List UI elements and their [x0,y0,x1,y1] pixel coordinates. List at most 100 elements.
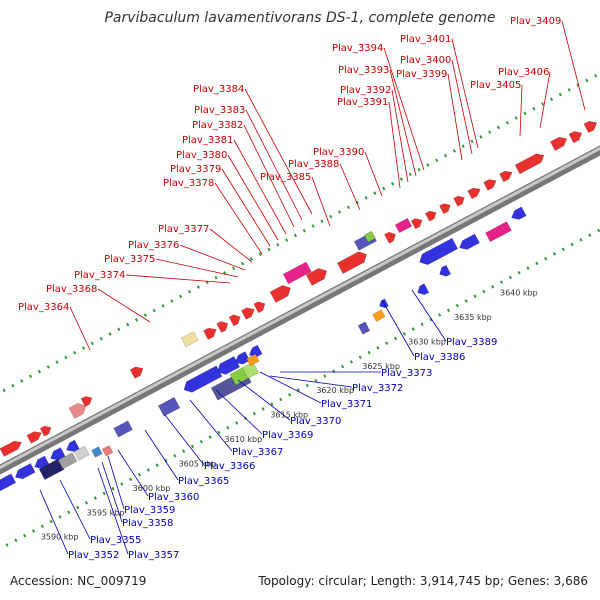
gene-label-forward: Plav_3394 [332,43,383,54]
reverse-leader-10 [237,379,291,421]
gene-label-forward: Plav_3393 [338,65,389,76]
gene-feature-27 [514,153,545,175]
gene-label-reverse: Plav_3370 [290,416,341,427]
gene-feature-5 [129,366,144,379]
forward-leader-11 [245,109,303,221]
gene-feature-57 [357,321,371,335]
gene-label-forward: Plav_3380 [176,150,227,161]
gene-feature-15 [336,251,367,274]
forward-leader-13 [311,176,331,227]
reverse-leader-9 [215,389,263,435]
gene-feature-22 [439,203,451,215]
reverse-leader-5 [117,449,149,497]
gene-label-reverse: Plav_3366 [204,461,255,472]
scale-label: 3590 kbp [41,533,79,542]
scale-label: 3635 kbp [454,313,492,322]
gene-feature-31 [0,473,17,494]
forward-scale-track [0,71,600,395]
reverse-leader-11 [259,371,322,404]
gene-feature-37 [57,452,78,470]
gene-label-forward: Plav_3384 [193,84,244,95]
reverse-leader-0 [39,489,69,555]
gene-label-reverse: Plav_3358 [122,518,173,529]
scale-label: 3620 kbp [316,386,354,395]
gene-label-forward: Plav_3374 [74,270,125,281]
gene-feature-52 [459,233,480,250]
gene-label-forward: Plav_3368 [46,284,97,295]
forward-leader-10 [243,124,295,228]
gene-label-reverse: Plav_3357 [128,550,179,561]
gene-feature-43 [183,365,223,393]
gene-label-reverse: Plav_3367 [232,447,283,458]
gene-feature-20 [410,218,423,230]
forward-leader-18 [389,69,417,177]
gene-feature-29 [568,131,583,144]
gene-feature-4 [80,396,93,407]
forward-leader-14 [339,163,361,211]
gene-label-reverse: Plav_3359 [124,505,175,516]
reverse-leader-15 [411,289,447,342]
gene-label-forward: Plav_3377 [158,224,209,235]
gene-labels: Plav_3364 Plav_3368 Plav_3374 Plav_3375 Plav… [18,16,561,561]
reverse-leader-8 [189,399,233,452]
forward-leader-22 [451,38,479,149]
gene-feature-17 [363,230,376,243]
reverse-leader-12 [269,375,353,388]
gene-feature-14 [305,268,328,286]
gene-feature-11 [253,301,266,314]
gene-feature-8 [216,321,229,333]
gene-label-reverse: Plav_3389 [446,337,497,348]
gene-feature-23 [453,195,465,207]
gene-label-forward: Plav_3405 [470,80,521,91]
gene-label-reverse: Plav_3371 [321,399,372,410]
forward-leader-19 [383,47,425,171]
gene-feature-18 [384,231,396,244]
gene-feature-44 [217,356,241,375]
gene-label-reverse: Plav_3373 [381,368,432,379]
gene-feature-30 [583,120,598,134]
reverse-leader-14 [381,299,415,357]
reverse-leader-4 [107,455,125,510]
gene-label-forward: Plav_3376 [128,240,179,251]
gene-label-reverse: Plav_3360 [148,492,199,503]
gene-label-forward: Plav_3381 [182,135,233,146]
gene-label-forward: Plav_3401 [400,34,451,45]
gene-label-forward: Plav_3383 [194,105,245,116]
gene-label-reverse: Plav_3372 [352,383,403,394]
forward-leader-16 [388,101,401,189]
gene-feature-55 [485,221,512,243]
genome-title: Parvibaculum lavamentivorans DS-1, compl… [104,10,496,26]
gene-features [0,120,598,494]
gene-feature-35 [66,439,80,452]
gene-label-forward: Plav_3392 [340,85,391,96]
scale-label: 3625 kbp [362,362,400,371]
gene-feature-40 [101,445,114,457]
gene-feature-26 [499,170,513,183]
gene-feature-53 [439,264,452,277]
forward-leader-15 [364,151,383,197]
scale-label: 3605 kbp [179,459,217,468]
gene-label-forward: Plav_3382 [192,120,243,131]
gene-label-forward: Plav_3379 [170,164,221,175]
forward-leader-6 [214,182,263,255]
gene-label-forward: Plav_3388 [288,159,339,170]
gene-label-forward: Plav_3391 [337,97,388,108]
forward-leader-1 [97,288,151,323]
reverse-leader-1 [59,479,91,540]
gene-feature-0 [0,440,22,457]
gene-feature-49 [242,361,259,379]
gene-feature-10 [241,307,255,320]
gene-feature-45 [234,351,251,365]
forward-leader-3 [155,258,239,278]
scale-label: 3630 kbp [408,337,446,346]
gene-feature-9 [228,314,241,327]
scale-label: 3640 kbp [500,289,538,298]
gene-feature-12 [269,285,291,303]
scale-label: 3600 kbp [133,484,171,493]
gene-feature-58 [372,309,386,322]
genome-backbone-highlight [0,146,600,470]
gene-label-forward: Plav_3406 [498,67,549,78]
gene-label-reverse: Plav_3369 [262,430,313,441]
